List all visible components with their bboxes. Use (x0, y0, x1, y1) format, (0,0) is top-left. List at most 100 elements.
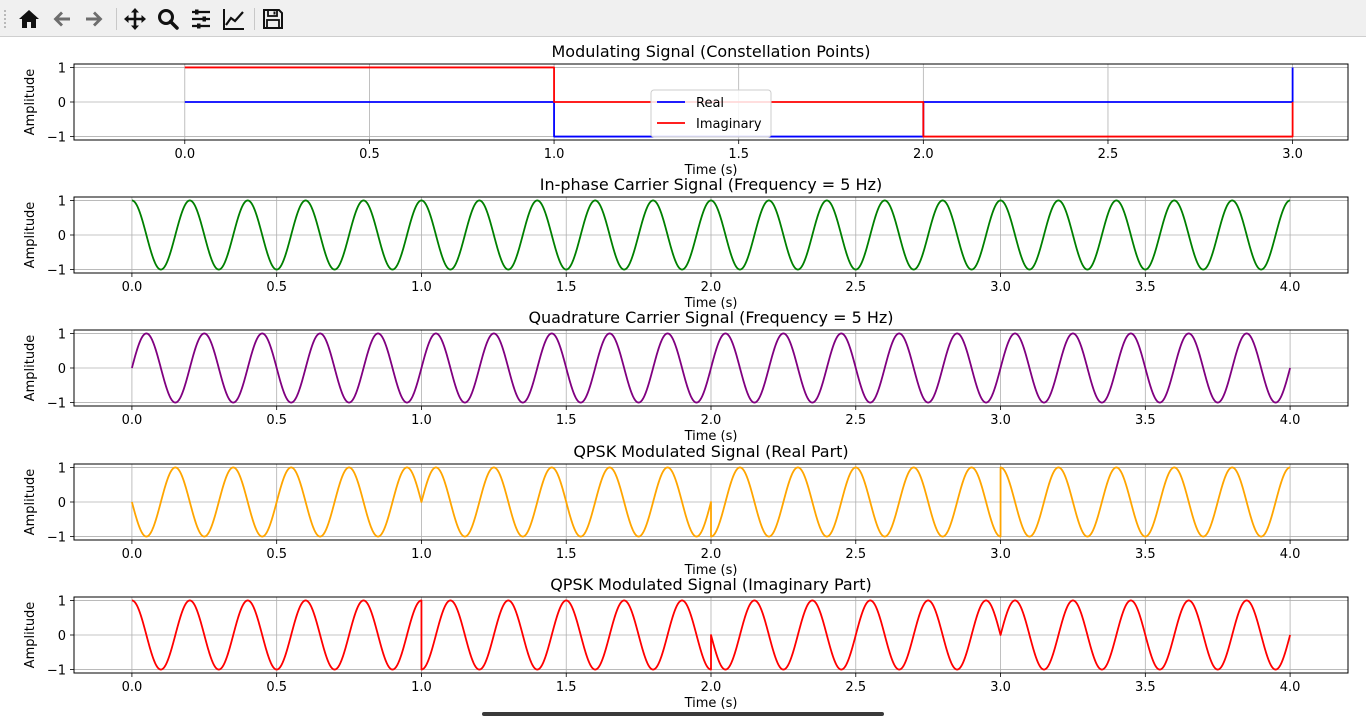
x-tick-label: 3.0 (1282, 147, 1303, 162)
move-icon (124, 8, 146, 30)
x-tick-label: 3.5 (1135, 547, 1156, 562)
y-tick-label: 0 (58, 629, 66, 644)
x-tick-label: 3.0 (990, 680, 1011, 695)
y-axis-label: Amplitude (23, 469, 38, 536)
y-tick-label: −1 (47, 131, 66, 146)
pan-button[interactable] (121, 5, 149, 33)
subplot-title: Quadrature Carrier Signal (Frequency = 5… (528, 308, 893, 327)
x-tick-label: 1.0 (411, 280, 432, 295)
y-tick-label: 0 (58, 362, 66, 377)
x-tick-label: 2.5 (845, 280, 866, 295)
y-tick-label: 0 (58, 96, 66, 111)
x-tick-label: 0.5 (266, 547, 287, 562)
x-tick-label: 0.5 (266, 280, 287, 295)
x-tick-label: 2.0 (701, 547, 722, 562)
figure-canvas[interactable]: 0.0 0.5 1.0 1.5 2.0 2.5 3.0 1 0 −1 Modulating Sign… (0, 37, 1366, 716)
axes-frame (73, 329, 1349, 407)
y-tick-label: 1 (58, 61, 66, 76)
y-tick-label: −1 (47, 264, 66, 279)
x-tick-label: 4.0 (1280, 413, 1301, 428)
x-tick-label: 0.0 (122, 413, 143, 428)
sliders-icon (192, 9, 210, 29)
home-button[interactable] (15, 5, 43, 33)
legend-label: Real (696, 96, 724, 111)
y-axis-label: Amplitude (23, 202, 38, 269)
x-tick-label: 0.0 (122, 680, 143, 695)
y-tick-label: −1 (47, 397, 66, 412)
x-tick-label: 3.5 (1135, 680, 1156, 695)
toolbar-separator (116, 8, 117, 30)
x-tick-label: 2.5 (845, 547, 866, 562)
series-line-1-0 (131, 199, 1291, 271)
subplot-title: QPSK Modulated Signal (Imaginary Part) (550, 575, 872, 594)
x-tick-label: 1.0 (544, 147, 565, 162)
arrow-left-icon (53, 11, 70, 27)
series-line-2-0 (131, 332, 1291, 404)
toolbar-separator (254, 8, 255, 30)
x-tick-label: 1.5 (556, 547, 577, 562)
y-tick-label: 1 (58, 461, 66, 476)
x-tick-label: 0.5 (359, 147, 380, 162)
x-tick-label: 1.0 (411, 680, 432, 695)
x-tick-label: 1.5 (556, 280, 577, 295)
edit-axis-button[interactable] (220, 5, 248, 33)
x-tick-label: 2.5 (845, 680, 866, 695)
x-tick-label: 2.0 (701, 413, 722, 428)
y-tick-label: 0 (58, 229, 66, 244)
series-line-3-0 (131, 466, 1291, 538)
series-line-0-1 (184, 66, 1294, 138)
y-tick-label: −1 (47, 531, 66, 546)
x-axis-label: Time (s) (684, 429, 738, 444)
back-button[interactable] (48, 5, 76, 33)
zoom-button[interactable] (154, 5, 182, 33)
x-tick-label: 0.5 (266, 413, 287, 428)
x-tick-label: 4.0 (1280, 280, 1301, 295)
y-tick-label: −1 (47, 664, 66, 679)
x-axis-label: Time (s) (684, 696, 738, 711)
home-icon (19, 10, 39, 28)
x-tick-label: 1.5 (556, 413, 577, 428)
x-tick-label: 0.0 (122, 280, 143, 295)
x-tick-label: 1.5 (556, 680, 577, 695)
subplot-title: In-phase Carrier Signal (Frequency = 5 H… (540, 175, 882, 194)
legend-label: Imaginary (696, 117, 762, 132)
x-axis-label: Time (s) (684, 163, 738, 178)
x-tick-label: 4.0 (1280, 547, 1301, 562)
axes-frame (73, 596, 1349, 674)
subplot-title: QPSK Modulated Signal (Real Part) (573, 442, 848, 461)
y-tick-label: 1 (58, 594, 66, 609)
arrow-right-icon (86, 11, 103, 27)
x-tick-label: 3.0 (990, 547, 1011, 562)
y-tick-label: 1 (58, 194, 66, 209)
x-axis-label: Time (s) (684, 563, 738, 578)
x-tick-label: 1.0 (411, 547, 432, 562)
subplot-title: Modulating Signal (Constellation Points) (551, 42, 870, 61)
x-tick-label: 4.0 (1280, 680, 1301, 695)
toolbar-grip[interactable] (3, 9, 7, 29)
x-tick-label: 2.5 (845, 413, 866, 428)
x-tick-label: 0.0 (174, 147, 195, 162)
y-axis-label: Amplitude (23, 335, 38, 402)
window-scroll-indicator (482, 712, 884, 716)
axes-frame (73, 63, 1349, 141)
y-tick-label: 1 (58, 327, 66, 342)
x-tick-label: 1.0 (411, 413, 432, 428)
x-tick-label: 3.0 (990, 280, 1011, 295)
x-tick-label: 2.0 (701, 280, 722, 295)
toolbar (0, 0, 1366, 37)
axes-frame (73, 196, 1349, 274)
axes-frame (73, 463, 1349, 541)
forward-button[interactable] (80, 5, 108, 33)
x-tick-label: 3.5 (1135, 413, 1156, 428)
save-button[interactable] (259, 5, 287, 33)
series-line-4-0 (131, 599, 1291, 671)
y-axis-label: Amplitude (23, 602, 38, 669)
y-tick-label: 0 (58, 496, 66, 511)
x-tick-label: 1.5 (728, 147, 749, 162)
magnifier-icon (158, 9, 179, 30)
x-tick-label: 2.0 (701, 680, 722, 695)
configure-subplots-button[interactable] (187, 5, 215, 33)
x-tick-label: 3.0 (990, 413, 1011, 428)
x-axis-label: Time (s) (684, 296, 738, 311)
x-tick-label: 0.0 (122, 547, 143, 562)
